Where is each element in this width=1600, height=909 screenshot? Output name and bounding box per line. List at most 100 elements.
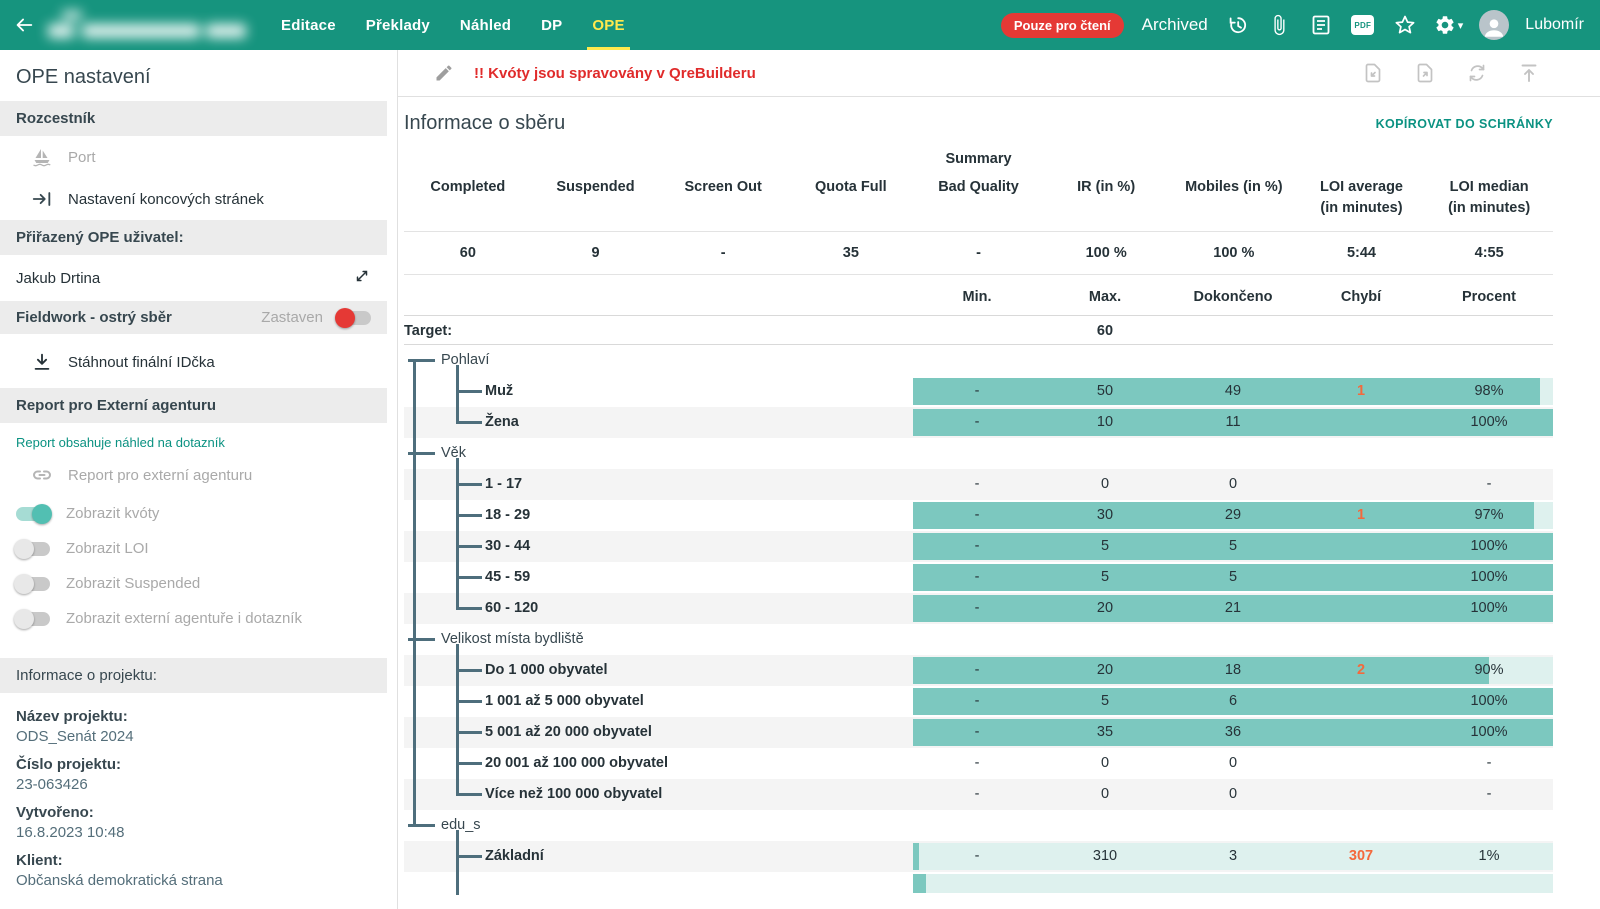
word-export-icon[interactable] [1308,12,1334,38]
sidebar: OPE nastavení Rozcestník Port Nastavení … [0,50,397,909]
report-preview-note[interactable]: Report obsahuje náhled na dotazník [16,435,225,450]
quota-row-label: Více než 100 000 obyvatel [404,779,913,810]
summary-value: 60 [459,245,476,261]
quota-cell-pct: 100% [1470,724,1508,740]
section-header-project-info: Informace o projektu: [0,658,387,693]
quota-row-label: 20 001 až 100 000 obyvatel [404,748,913,779]
back-arrow-icon[interactable] [0,14,48,36]
toggle-switch-1[interactable] [14,538,50,559]
quota-cell-miss [1297,779,1425,810]
pdf-export-icon[interactable]: PDF [1350,12,1376,38]
quota-row-values: - 10 11 100% [913,407,1553,438]
tab-dp[interactable]: DP [541,16,563,34]
quota-group-0: Pohlaví Muž - 50 49 1 98% Žena - 10 11 100% [404,345,1553,438]
avatar[interactable] [1479,10,1510,40]
quota-cell-max: 10 [1096,414,1114,430]
file-export-icon[interactable] [1412,60,1438,86]
quota-group-label: edu_s [404,810,1553,841]
quota-row-values: - 20 21 100% [913,593,1553,624]
quota-cell-min: - [974,693,980,709]
quota-row-label: 30 - 44 [404,531,913,562]
quota-column-header: Dokončeno [1193,289,1273,305]
copy-to-clipboard-link[interactable]: KOPÍROVAT DO SCHRÁNKY [1375,116,1553,131]
quota-cell-done: 36 [1224,724,1242,740]
fieldwork-status: Zastaven [261,309,323,326]
file-import-icon[interactable] [1360,60,1386,86]
tree-trunk-line [413,360,416,825]
summary-column-header: LOI median (in minutes) [1448,179,1531,216]
quota-group-label: Velikost místa bydliště [404,624,1553,655]
sidebar-item-endpages[interactable]: Nastavení koncových stránek [0,178,397,220]
toggle-switch-2[interactable] [14,573,50,594]
quota-cell-min: - [974,569,980,585]
top-nav: Editace Překlady Náhled DP OPE [266,0,640,50]
quota-bar-track [1540,378,1553,405]
tab-překlady[interactable]: Překlady [365,16,430,34]
download-final-ids[interactable]: Stáhnout finální IDčka [0,334,397,388]
toggle-switch-3[interactable] [14,608,50,629]
unassign-user-icon[interactable] [353,267,371,289]
main-content: !! Kvóty jsou spravovány v QreBuilderu [397,50,1600,909]
summary-column-header: Mobiles (in %) [1185,179,1283,195]
upload-icon[interactable] [1516,60,1542,86]
quota-cell-max: 5 [1100,538,1110,554]
quota-cell-miss: 1 [1356,507,1366,523]
quota-row-values: - 0 0 - [913,748,1553,779]
summary-values-row: 60 9 - 35 - 100 % 100 % 5:44 4:55 [404,232,1553,275]
toggle-knob [14,608,34,629]
quota-bar-fill [913,564,1553,591]
edit-pencil-icon[interactable] [434,63,454,83]
fieldwork-label: Fieldwork - ostrý sběr [16,309,172,326]
tab-náhled[interactable]: Náhled [459,16,512,34]
quota-row-values: - 310 3 307 1% [913,841,1553,872]
fieldwork-toggle[interactable] [335,307,371,328]
quota-cell-miss [1297,562,1425,593]
quota-cell-miss [1297,407,1425,438]
section-header-assigned-user: Přiřazený OPE uživatel: [0,220,387,255]
quota-cell-min: - [974,755,980,771]
quota-bar-fill [913,719,1553,746]
sidebar-item-label: Nastavení koncových stránek [68,190,264,208]
quota-bar-track [1489,657,1553,684]
quota-row-values: - 50 49 1 98% [913,376,1553,407]
toggle-switch-0[interactable] [16,503,52,524]
chevron-down-icon: ▾ [1457,19,1464,32]
quota-row: 20 001 až 100 000 obyvatel - 0 0 - [404,748,1553,779]
quota-cell-min: - [974,786,980,802]
tab-editace[interactable]: Editace [281,16,336,34]
summary-value: - [976,245,981,261]
summary-value: 100 % [1213,245,1255,261]
settings-gear-icon[interactable]: ▾ [1434,14,1464,36]
quota-row: 30 - 44 - 5 5 100% [404,531,1553,562]
quota-cell-done: 18 [1224,662,1242,678]
quota-cell-done: 0 [1228,786,1238,802]
quota-row-label: Žena [404,407,913,438]
user-name: Lubomír [1525,16,1584,33]
quota-row-label: Muž [404,376,913,407]
quota-cell-done: 11 [1225,414,1241,430]
tab-ope[interactable]: OPE [577,0,639,50]
quota-column-header: Max. [1088,289,1122,305]
project-field-value: 16.8.2023 10:48 [16,824,125,841]
history-icon[interactable] [1224,12,1250,38]
quota-group-label: Věk [404,438,1553,469]
quota-bar-fill [913,502,1534,529]
star-icon[interactable] [1392,12,1418,38]
quota-bar-track [925,874,1553,893]
quota-cell-pct: 100% [1470,693,1508,709]
summary-value: - [720,245,726,261]
quota-cell-done: 49 [1224,383,1242,399]
quota-cell-pct: 100% [1470,569,1508,585]
quota-row-label: 1 001 až 5 000 obyvatel [404,686,913,717]
quota-row: Více než 100 000 obyvatel - 0 0 - [404,779,1553,810]
quota-row: 1 - 17 - 0 0 - [404,469,1553,500]
summary-column-header: Bad Quality [938,179,1019,195]
quota-cell-min: - [974,476,980,492]
quota-cell-done: 0 [1228,476,1238,492]
quota-cell-max: 50 [1096,383,1114,399]
summary-column-header: Quota Full [814,179,887,195]
sync-icon[interactable] [1464,60,1490,86]
quota-cell-pct: 100% [1470,538,1508,554]
attachment-icon[interactable] [1266,12,1292,38]
quota-row-values: - 0 0 - [913,779,1553,810]
